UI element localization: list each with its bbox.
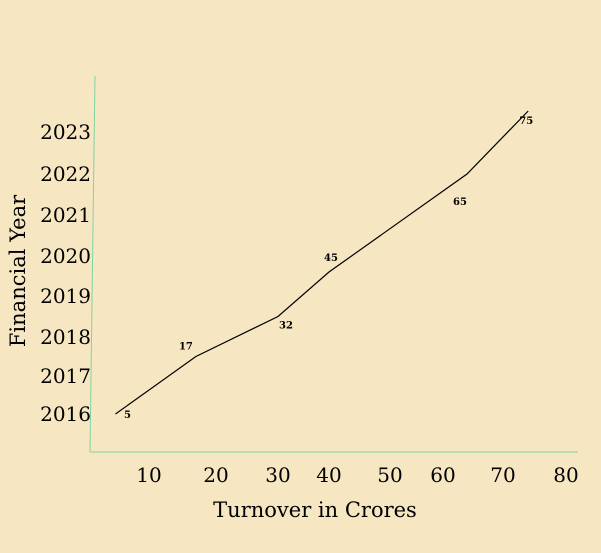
y-tick-label: 2020 — [40, 244, 91, 268]
data-label: 45 — [324, 253, 338, 264]
series-line — [115, 110, 529, 415]
y-tick-label: 2018 — [40, 325, 91, 349]
y-tick-label: 2023 — [40, 120, 91, 144]
x-tick-label: 50 — [377, 463, 402, 487]
x-tick-label: 80 — [553, 463, 578, 487]
data-label: 5 — [124, 410, 131, 421]
data-label: 65 — [453, 197, 467, 208]
data-label: 75 — [519, 116, 533, 127]
y-tick-labels: 2016 2017 2018 2019 2020 2021 2022 2023 — [40, 120, 91, 426]
y-tick-label: 2017 — [40, 364, 91, 388]
y-tick-label: 2019 — [40, 284, 91, 308]
data-label: 32 — [279, 321, 293, 332]
y-tick-label: 2021 — [40, 203, 91, 227]
y-tick-label: 2022 — [40, 162, 91, 186]
x-tick-label: 70 — [490, 463, 515, 487]
x-tick-label: 40 — [316, 463, 341, 487]
y-axis-line — [89, 75, 96, 453]
y-axis-title: Financial Year — [6, 194, 30, 347]
data-label: 17 — [179, 342, 193, 353]
x-tick-label: 60 — [430, 463, 455, 487]
x-axis-title: Turnover in Crores — [213, 498, 417, 522]
y-tick-label: 2016 — [40, 402, 91, 426]
x-tick-label: 10 — [136, 463, 161, 487]
data-labels: 5 17 32 45 65 75 — [124, 116, 533, 421]
x-tick-labels: 10 20 30 40 50 60 70 80 — [136, 463, 578, 487]
x-tick-label: 20 — [203, 463, 228, 487]
x-tick-label: 30 — [265, 463, 290, 487]
